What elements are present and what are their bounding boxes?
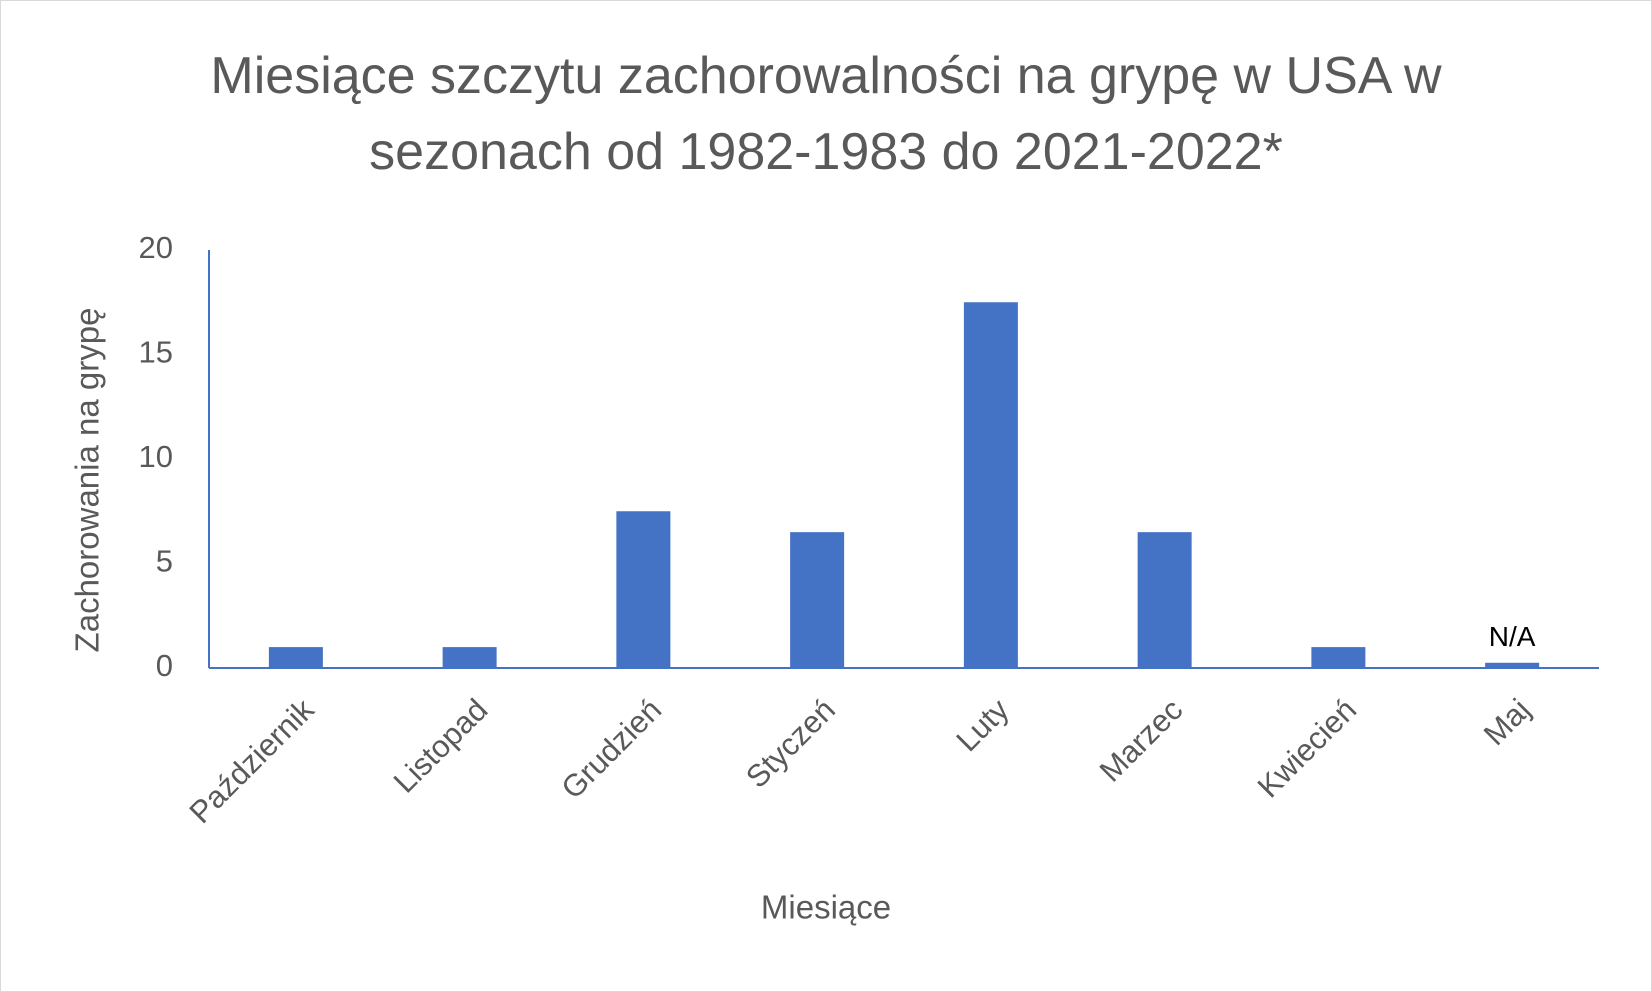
bar bbox=[963, 302, 1018, 668]
y-tick-label: 15 bbox=[139, 335, 173, 370]
x-axis-title: Miesiące bbox=[761, 889, 891, 926]
value-label: N/A bbox=[1489, 621, 1536, 652]
x-tick-label: Listopad bbox=[387, 692, 495, 800]
x-tick-label: Maj bbox=[1477, 692, 1537, 752]
x-tick-label: Kwiecień bbox=[1251, 692, 1363, 804]
bar bbox=[268, 647, 323, 668]
x-tick-label: Październik bbox=[183, 692, 321, 830]
x-tick-label: Luty bbox=[949, 692, 1016, 759]
y-tick-label: 0 bbox=[156, 648, 173, 683]
chart-title: Miesiące szczytu zachorowalności na gryp… bbox=[210, 47, 1442, 181]
y-tick-label: 10 bbox=[139, 439, 173, 474]
bar bbox=[1311, 647, 1366, 668]
bar bbox=[1137, 532, 1192, 668]
bar bbox=[442, 647, 497, 668]
x-tick-label: Marzec bbox=[1093, 692, 1190, 789]
bar bbox=[616, 511, 671, 668]
bar bbox=[790, 532, 845, 668]
x-tick-label: Grudzień bbox=[554, 692, 668, 806]
bar bbox=[1485, 662, 1540, 668]
x-tick-label: Styczeń bbox=[739, 692, 842, 795]
y-tick-label: 20 bbox=[139, 230, 173, 265]
y-tick-label: 5 bbox=[156, 544, 173, 579]
y-axis-title: Zachorowania na grypę bbox=[69, 308, 106, 653]
